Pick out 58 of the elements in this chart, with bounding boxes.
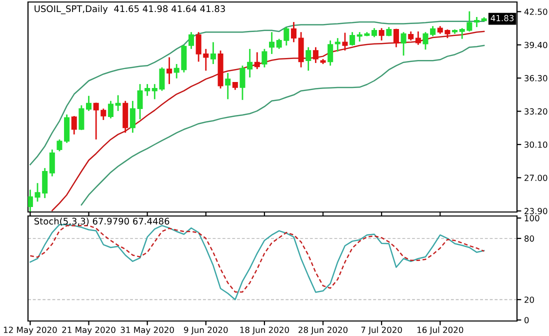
candlestick bbox=[247, 48, 253, 78]
candlestick bbox=[269, 31, 275, 55]
x-tick-label: 7 Jul 2020 bbox=[361, 326, 402, 335]
y-tick-label: 23.90 bbox=[524, 208, 548, 214]
annotation: 41.83 bbox=[490, 14, 514, 22]
x-tick-label: 21 May 2020 bbox=[62, 326, 116, 335]
candlestick bbox=[312, 46, 318, 64]
candlestick bbox=[408, 30, 414, 42]
x-tick-label: 12 May 2020 bbox=[4, 326, 57, 335]
candlestick bbox=[188, 31, 194, 50]
chart-title: Stoch(5,3,3) 67.9790 67.4486 bbox=[34, 218, 170, 226]
y-tick-label: 36.30 bbox=[524, 75, 548, 82]
candlestick bbox=[415, 30, 421, 46]
candlestick bbox=[290, 21, 296, 43]
y-tick-label: 39.40 bbox=[524, 42, 548, 48]
candlestick bbox=[64, 114, 70, 144]
x-tick-label: 18 Jun 2020 bbox=[240, 326, 289, 335]
candlestick bbox=[210, 41, 216, 65]
candlestick bbox=[86, 95, 92, 112]
candlestick bbox=[378, 27, 384, 42]
candlestick bbox=[334, 37, 340, 52]
candlestick bbox=[56, 138, 62, 152]
chart-title: USOIL_SPT,Daily 41.65 41.98 41.64 41.83 bbox=[34, 5, 225, 14]
y-tick-label: 42.50 bbox=[524, 8, 548, 15]
candlestick bbox=[225, 72, 231, 100]
candlestick bbox=[306, 46, 312, 72]
line-series bbox=[80, 44, 485, 206]
y-tick-label: 100 bbox=[524, 215, 540, 222]
y-tick-label: 20 bbox=[524, 296, 534, 303]
x-tick-label: 9 Jun 2020 bbox=[184, 326, 228, 335]
x-tick-label: 28 Jun 2020 bbox=[298, 326, 348, 335]
candlestick bbox=[342, 32, 348, 52]
y-tick-label: 33.20 bbox=[524, 108, 548, 115]
candlestick bbox=[166, 56, 172, 85]
candlestick bbox=[371, 27, 378, 38]
candlestick bbox=[108, 100, 114, 120]
candlestick bbox=[115, 94, 121, 112]
candlestick bbox=[49, 148, 55, 178]
candlestick bbox=[298, 31, 304, 68]
y-tick-label: 80 bbox=[524, 235, 534, 242]
candlestick bbox=[393, 28, 399, 48]
candlestick bbox=[328, 40, 334, 66]
candlestick bbox=[28, 189, 33, 212]
x-tick-label: 31 May 2020 bbox=[120, 326, 174, 335]
candlestick bbox=[71, 115, 77, 136]
candlestick bbox=[400, 31, 406, 56]
candlestick bbox=[474, 16, 480, 28]
candlestick bbox=[78, 104, 84, 131]
candlestick bbox=[240, 64, 246, 101]
y-tick-label: 0 bbox=[524, 316, 529, 324]
candlestick bbox=[254, 52, 260, 70]
y-tick-label: 30.10 bbox=[524, 141, 548, 148]
x-tick-label: 16 Jul 2020 bbox=[417, 326, 464, 335]
line-series bbox=[52, 30, 485, 212]
candlestick bbox=[350, 31, 356, 46]
line-series bbox=[30, 20, 485, 166]
candlestick bbox=[262, 48, 268, 68]
y-tick-label: 27.00 bbox=[524, 174, 548, 181]
